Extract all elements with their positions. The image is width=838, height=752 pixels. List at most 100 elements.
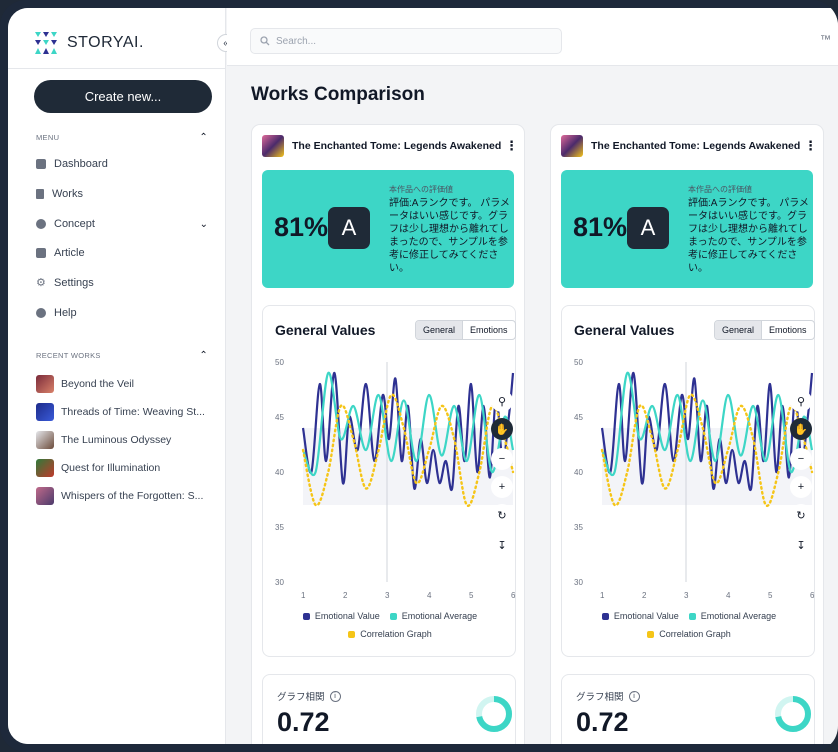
sidebar-item-article[interactable]: Article: [36, 243, 208, 263]
recent-work-item[interactable]: Threads of Time: Weaving St...: [36, 402, 214, 422]
info-icon[interactable]: i: [329, 690, 341, 702]
eval-text: 評価:Aランクです。 パラメータはいい感じです。グラフは少し理想から離れてしまっ…: [688, 198, 809, 274]
x-tick-label: 1: [600, 591, 605, 600]
legend-swatch: [688, 612, 696, 620]
x-tick-label: 4: [427, 591, 432, 600]
correlation-panel: グラフ相関 i 0.72: [561, 674, 815, 744]
logo-icon: [35, 32, 57, 54]
download-icon[interactable]: ↧: [491, 534, 513, 556]
correlation-panel: グラフ相関 i 0.72: [262, 674, 516, 744]
legend-item[interactable]: Emotional Average: [389, 611, 477, 621]
series-line-emotional-value: [301, 371, 515, 492]
score-panel: 81% A 本作品への評価値 評価:Aランクです。 パラメータはいい感じです。グ…: [561, 170, 813, 288]
sidebar-item-label: Help: [54, 307, 77, 319]
sidebar-item-label: Works: [52, 188, 83, 200]
x-tick-label: 3: [684, 591, 689, 600]
legend-label: Emotional Average: [700, 611, 777, 621]
plus-icon[interactable]: +: [790, 476, 812, 498]
legend-item[interactable]: Emotional Value: [601, 611, 679, 621]
donut-fill: [476, 696, 512, 732]
plus-icon[interactable]: +: [491, 476, 513, 498]
search-icon: [260, 36, 270, 46]
chart-panel: General Values General Emotions 50 45 40 35…: [561, 305, 815, 657]
work-card: The Enchanted Tome: Legends Awakened ⋮ 8…: [251, 124, 525, 744]
work-thumbnail: [36, 459, 54, 477]
legend-item[interactable]: Correlation Graph: [647, 629, 731, 639]
legend-swatch: [302, 612, 310, 620]
legend-item[interactable]: Emotional Average: [688, 611, 777, 621]
pan-hand-icon[interactable]: ✋: [790, 418, 812, 440]
eval-label: 本作品への評価値: [688, 185, 752, 194]
sidebar-item-settings[interactable]: ⚙ Settings: [36, 273, 208, 293]
recent-work-item[interactable]: The Luminous Odyssey: [36, 430, 214, 450]
legend-item[interactable]: Correlation Graph: [348, 629, 432, 639]
page-title: Works Comparison: [251, 84, 425, 105]
more-options-icon[interactable]: ⋮: [505, 138, 518, 153]
tab-general[interactable]: General: [416, 321, 464, 339]
card-title: The Enchanted Tome: Legends Awakened: [292, 140, 502, 152]
correlation-donut: [476, 696, 512, 732]
x-tick-label: 2: [642, 591, 647, 600]
download-icon[interactable]: ↧: [790, 534, 812, 556]
tab-emotions[interactable]: Emotions: [769, 325, 807, 335]
y-tick-label: 35: [574, 523, 583, 532]
app-screen: STORYAI. Create new... MENU ⌃ Dashboard …: [8, 8, 838, 744]
sidebar-item-works[interactable]: Works: [36, 184, 208, 204]
reset-icon[interactable]: ↻: [790, 504, 812, 526]
legend-item[interactable]: Emotional Value: [302, 611, 380, 621]
menu-section-header[interactable]: MENU ⌃: [36, 132, 208, 143]
card-title: The Enchanted Tome: Legends Awakened: [591, 140, 801, 152]
sidebar-item-dashboard[interactable]: Dashboard: [36, 154, 208, 174]
work-card: The Enchanted Tome: Legends Awakened ⋮ 8…: [550, 124, 824, 744]
chart-title: General Values: [574, 322, 675, 338]
legend-swatch: [601, 612, 609, 620]
pan-hand-icon[interactable]: ✋: [491, 418, 513, 440]
chevron-up-icon[interactable]: ⌃: [199, 132, 208, 143]
legend-label: Correlation Graph: [659, 629, 731, 639]
correlation-value: 0.72: [277, 707, 330, 737]
search-input[interactable]: Search...: [250, 28, 562, 54]
zoom-in-icon[interactable]: ⚲: [491, 390, 513, 412]
x-tick-label: 1: [301, 591, 306, 600]
legend-swatch: [389, 612, 397, 620]
top-bar: Search... ™: [227, 8, 838, 66]
recent-work-item[interactable]: Whispers of the Forgotten: S...: [36, 486, 214, 506]
recent-heading: RECENT WORKS: [36, 351, 101, 360]
create-new-button[interactable]: Create new...: [34, 80, 212, 113]
legend-label: Emotional Value: [314, 611, 380, 621]
y-tick-label: 45: [574, 413, 583, 422]
translate-icon[interactable]: ™: [820, 34, 831, 46]
chart-tab-switch: General Emotions: [714, 320, 815, 340]
work-thumbnail: [262, 135, 284, 157]
zoom-in-icon[interactable]: ⚲: [790, 390, 812, 412]
tab-emotions[interactable]: Emotions: [470, 325, 508, 335]
sidebar: STORYAI. Create new... MENU ⌃ Dashboard …: [8, 8, 226, 744]
correlation-label-text: グラフ相関: [576, 692, 624, 703]
concept-icon: [36, 219, 46, 229]
more-options-icon[interactable]: ⋮: [804, 138, 817, 153]
zoom-out-icon[interactable]: −: [491, 448, 513, 470]
series-line-correlation-graph: [301, 393, 515, 508]
tab-general[interactable]: General: [715, 321, 763, 339]
brand-logo[interactable]: STORYAI.: [33, 30, 144, 56]
recent-section-header[interactable]: RECENT WORKS ⌃: [36, 350, 208, 361]
legend-label: Correlation Graph: [360, 629, 432, 639]
info-icon[interactable]: i: [628, 690, 640, 702]
recent-work-item[interactable]: Beyond the Veil: [36, 374, 214, 394]
y-tick-label: 30: [574, 578, 583, 587]
sidebar-item-concept[interactable]: Concept ⌄: [36, 214, 208, 234]
x-tick-label: 6: [511, 591, 516, 600]
chevron-down-icon[interactable]: ⌄: [199, 218, 208, 230]
recent-work-item[interactable]: Quest for Illumination: [36, 458, 214, 478]
correlation-label: グラフ相関 i: [576, 689, 640, 703]
reset-icon[interactable]: ↻: [491, 504, 513, 526]
sidebar-item-help[interactable]: Help: [36, 303, 208, 323]
chevron-up-icon[interactable]: ⌃: [199, 350, 208, 361]
chart-tab-switch: General Emotions: [415, 320, 516, 340]
help-icon: [36, 308, 46, 318]
zoom-out-icon[interactable]: −: [790, 448, 812, 470]
menu-heading: MENU: [36, 133, 60, 142]
recent-work-label: Threads of Time: Weaving St...: [61, 406, 205, 418]
